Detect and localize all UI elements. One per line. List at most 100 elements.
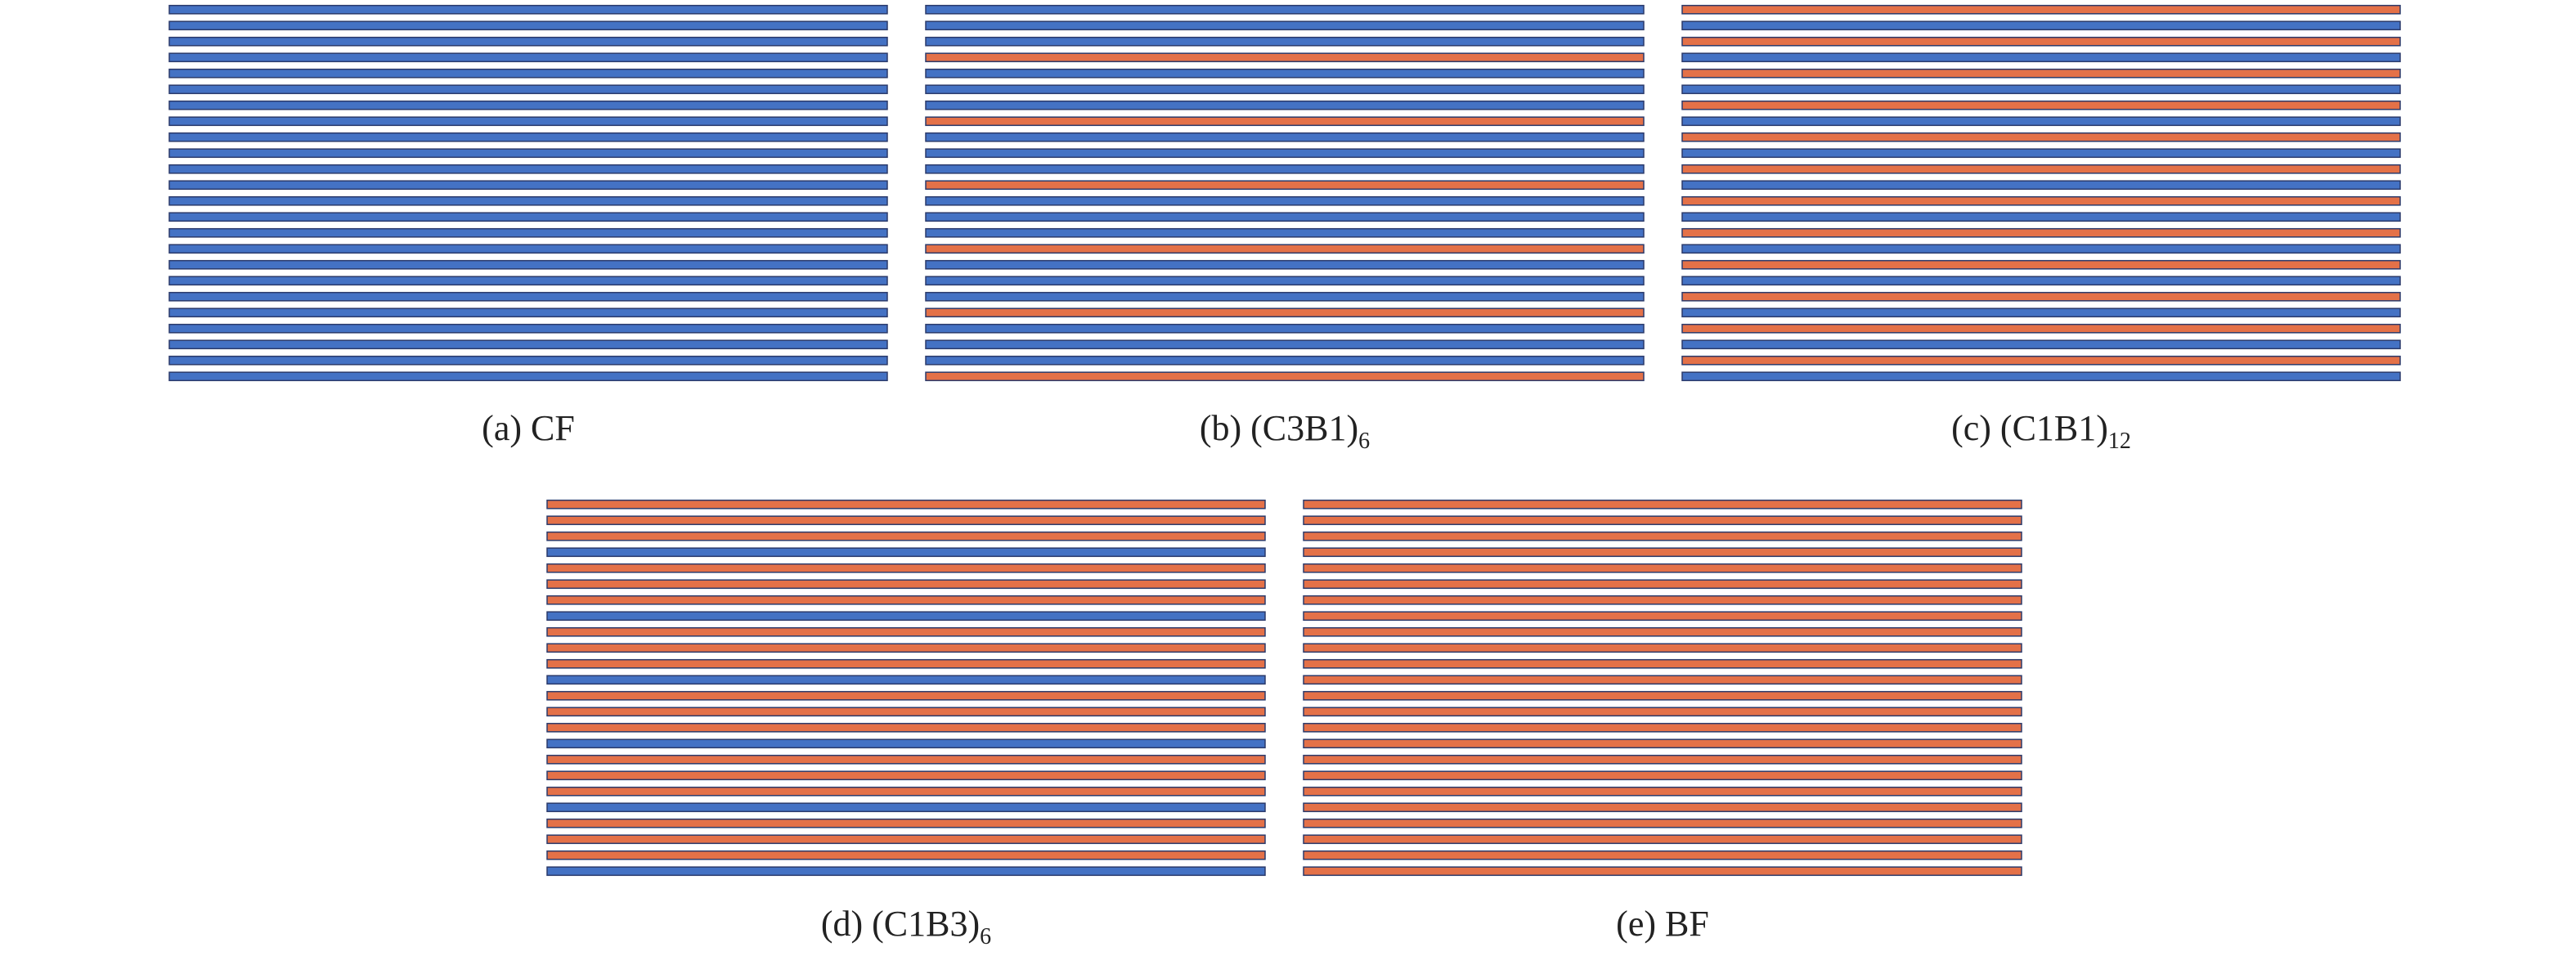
layer-basalt: [546, 595, 1266, 605]
layer-basalt: [1303, 707, 2022, 717]
layer-carbon: [168, 52, 888, 63]
layer-basalt: [925, 180, 1645, 191]
layer-basalt: [1681, 323, 2401, 334]
panel-b-caption: (b) (C3B1)6: [925, 408, 1645, 453]
layer-basalt: [546, 707, 1266, 717]
layer-basalt: [1681, 195, 2401, 206]
layer-carbon: [1681, 371, 2401, 382]
layer-carbon: [925, 4, 1645, 15]
layer-basalt: [1303, 690, 2022, 701]
layer-carbon: [168, 20, 888, 31]
panel-d-laminate: [546, 495, 1266, 881]
panel-b-caption-sub: 6: [1358, 429, 1371, 454]
layer-basalt: [1303, 850, 2022, 860]
layer-carbon: [168, 323, 888, 334]
layer-carbon: [1681, 307, 2401, 318]
layer-basalt: [1681, 68, 2401, 79]
panel-a-laminate: [168, 0, 888, 386]
layer-carbon: [168, 148, 888, 159]
panel-b-caption-main: (b) (C3B1): [1199, 408, 1359, 448]
layer-basalt: [1303, 770, 2022, 781]
layer-basalt: [1681, 100, 2401, 110]
layer-carbon: [925, 339, 1645, 350]
layer-carbon: [1681, 276, 2401, 286]
layer-basalt: [1303, 658, 2022, 669]
layer-basalt: [1681, 132, 2401, 142]
layer-basalt: [1681, 227, 2401, 238]
panel-e-caption-main: (e) BF: [1616, 904, 1709, 944]
layer-carbon: [168, 164, 888, 174]
layer-carbon: [168, 195, 888, 206]
layer-carbon: [925, 276, 1645, 286]
layer-carbon: [546, 611, 1266, 622]
layer-basalt: [546, 515, 1266, 526]
layer-carbon: [168, 4, 888, 15]
layer-basalt: [1303, 818, 2022, 828]
layer-basalt: [1303, 563, 2022, 573]
layer-basalt: [546, 754, 1266, 765]
layer-basalt: [1303, 499, 2022, 509]
layer-carbon: [1681, 148, 2401, 159]
layer-carbon: [168, 68, 888, 79]
layer-carbon: [1681, 52, 2401, 63]
layer-basalt: [1681, 259, 2401, 270]
layer-carbon: [546, 738, 1266, 749]
layer-carbon: [925, 195, 1645, 206]
layer-basalt: [1681, 36, 2401, 47]
layer-carbon: [925, 227, 1645, 238]
layer-carbon: [1681, 20, 2401, 31]
layer-basalt: [546, 786, 1266, 797]
layer-basalt: [546, 770, 1266, 781]
layer-basalt: [1303, 531, 2022, 541]
layer-carbon: [546, 866, 1266, 877]
layer-basalt: [546, 722, 1266, 733]
layer-basalt: [1303, 547, 2022, 558]
layer-basalt: [1303, 834, 2022, 845]
layer-carbon: [925, 100, 1645, 110]
layer-basalt: [1303, 786, 2022, 797]
layer-basalt: [1681, 291, 2401, 302]
layer-carbon: [1681, 244, 2401, 254]
layer-carbon: [546, 802, 1266, 813]
layer-carbon: [168, 116, 888, 127]
layer-basalt: [925, 52, 1645, 63]
layer-basalt: [546, 643, 1266, 653]
layer-carbon: [168, 371, 888, 382]
layer-basalt: [925, 244, 1645, 254]
layer-carbon: [168, 180, 888, 191]
layer-carbon: [1681, 339, 2401, 350]
layer-carbon: [1681, 84, 2401, 95]
layer-basalt: [1303, 738, 2022, 749]
panel-c-caption-sub: 12: [2107, 429, 2131, 454]
layer-carbon: [1681, 116, 2401, 127]
layer-basalt: [546, 531, 1266, 541]
layer-basalt: [1303, 643, 2022, 653]
layer-carbon: [168, 100, 888, 110]
layer-basalt: [546, 499, 1266, 509]
layer-basalt: [1303, 866, 2022, 877]
layer-carbon: [168, 36, 888, 47]
layer-basalt: [1303, 754, 2022, 765]
panel-c-caption-main: (c) (C1B1): [1951, 408, 2108, 448]
panel-c-caption: (c) (C1B1)12: [1681, 408, 2401, 453]
layer-carbon: [546, 675, 1266, 685]
layer-basalt: [925, 116, 1645, 127]
layer-basalt: [1681, 164, 2401, 174]
layer-basalt: [1303, 722, 2022, 733]
layer-carbon: [168, 291, 888, 302]
layer-carbon: [1681, 180, 2401, 191]
panel-d-caption: (d) (C1B3)6: [546, 904, 1266, 949]
layer-basalt: [1303, 626, 2022, 637]
layer-basalt: [925, 371, 1645, 382]
layer-basalt: [546, 626, 1266, 637]
panel-e-layers: [1303, 499, 2022, 877]
layer-carbon: [925, 212, 1645, 222]
layer-basalt: [546, 563, 1266, 573]
layer-basalt: [546, 834, 1266, 845]
layer-carbon: [168, 227, 888, 238]
layer-carbon: [168, 212, 888, 222]
layer-carbon: [168, 259, 888, 270]
layer-carbon: [925, 68, 1645, 79]
layer-carbon: [1681, 212, 2401, 222]
panel-d-caption-main: (d) (C1B3): [820, 904, 981, 944]
